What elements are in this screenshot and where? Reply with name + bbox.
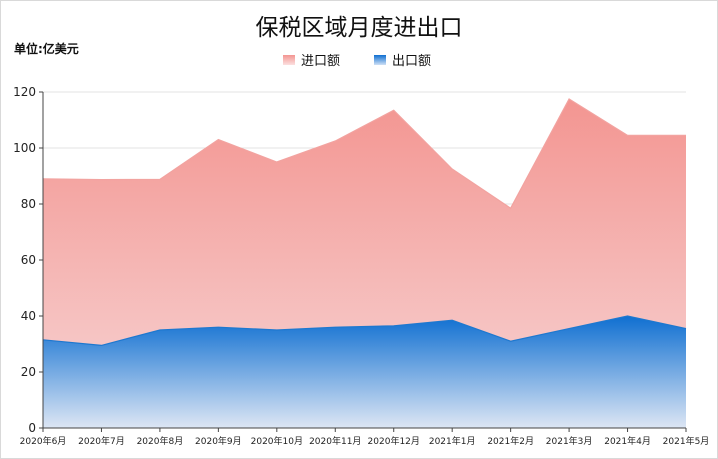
x-tick-label: 2021年2月 (487, 435, 534, 447)
legend: 进口额 出口额 (283, 50, 431, 69)
legend-swatch-import (283, 54, 295, 65)
x-tick-label: 2020年6月 (20, 435, 67, 447)
legend-label-export: 出口额 (392, 54, 432, 69)
y-tick-label: 80 (21, 197, 36, 211)
legend-label-import: 进口额 (301, 54, 341, 69)
area-export (43, 316, 686, 428)
legend-swatch-export (374, 54, 387, 65)
area-series (42, 98, 687, 428)
x-tick-label: 2021年5月 (663, 435, 710, 447)
y-tick-label: 120 (13, 85, 36, 99)
x-tick-label: 2021年1月 (429, 435, 476, 447)
y-tick-label: 100 (13, 141, 36, 155)
x-tick-label: 2021年4月 (604, 435, 651, 447)
y-tick-label: 60 (21, 253, 36, 267)
x-tick-label: 2020年7月 (78, 435, 125, 447)
legend-item-export: 出口额 (374, 50, 431, 69)
axes: 0 20 40 60 80 100 120 2020年6月 2020年7月 2020年8月 2020… (13, 85, 709, 447)
line-import (42, 98, 686, 210)
line-export (42, 315, 687, 347)
y-tick-label: 40 (21, 309, 36, 323)
y-tick-label: 20 (21, 365, 36, 379)
chart-title: 保税区域月度进出口 (255, 15, 463, 41)
x-tick-label: 2020年8月 (137, 435, 184, 447)
x-tick-label: 2020年9月 (195, 435, 242, 447)
unit-label: 单位:亿美元 (14, 42, 79, 56)
x-tick-label: 2020年12月 (368, 435, 420, 447)
x-tick-label: 2021年3月 (546, 435, 593, 447)
x-tick-label: 2020年11月 (309, 435, 361, 447)
legend-item-import: 进口额 (283, 50, 340, 69)
x-tick-label: 2020年10月 (251, 435, 303, 447)
y-tick-label: 0 (28, 421, 36, 435)
